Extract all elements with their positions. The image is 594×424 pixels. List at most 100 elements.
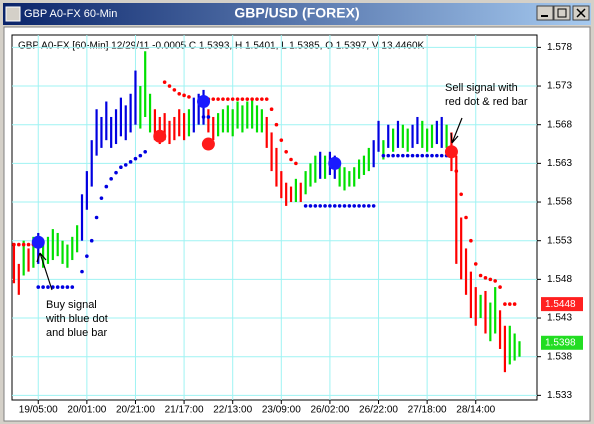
window-buttons: [536, 5, 590, 21]
annotation: with blue dot: [45, 313, 108, 325]
stop-dot: [367, 204, 371, 208]
signal-dot: [201, 137, 215, 151]
x-tick-label: 22/13:00: [213, 405, 252, 416]
stop-dot: [89, 238, 94, 243]
chart-title: GBP/USD (FOREX): [234, 5, 359, 21]
stop-dot: [17, 242, 21, 247]
stop-dot: [289, 157, 293, 162]
stop-dot: [430, 153, 434, 158]
stop-dot: [410, 153, 415, 158]
stop-dot: [109, 177, 113, 181]
stop-dot: [177, 91, 182, 96]
y-tick-label: 1.563: [547, 158, 572, 169]
signal-dot: [197, 95, 211, 109]
annotation: Sell signal with: [445, 82, 518, 94]
y-tick-label: 1.543: [547, 313, 572, 324]
stop-dot: [425, 153, 429, 158]
stop-dot: [337, 204, 342, 208]
stop-dot: [488, 277, 493, 282]
x-tick-label: 26/02:00: [310, 405, 349, 416]
stop-dot: [211, 97, 216, 101]
stop-dot: [493, 279, 497, 283]
stop-dot: [104, 184, 109, 189]
stop-dot: [469, 238, 473, 243]
maximize-icon: [557, 8, 567, 18]
stop-dot: [245, 97, 250, 101]
annotation: Buy signal: [46, 299, 97, 311]
stop-dot: [274, 122, 279, 127]
maximize-button[interactable]: [553, 5, 571, 21]
stop-dot: [279, 138, 284, 142]
stop-dot: [483, 276, 488, 280]
stop-dot: [357, 204, 361, 208]
close-icon: [576, 8, 586, 18]
stop-dot: [362, 204, 366, 208]
stop-dot: [94, 215, 99, 220]
stop-dot: [70, 285, 75, 289]
price-label: 1.5398: [545, 337, 576, 348]
stop-dot: [60, 285, 65, 289]
stop-dot: [12, 242, 16, 247]
stop-dot: [386, 153, 391, 158]
window-title: GBP A0-FX 60-Min: [24, 8, 117, 20]
stop-dot: [313, 204, 318, 208]
stop-dot: [216, 97, 220, 101]
stop-dot: [221, 97, 225, 101]
stop-dot: [439, 153, 444, 158]
stop-dot: [85, 254, 89, 258]
stop-dot: [255, 97, 259, 101]
stop-dot: [187, 95, 191, 99]
y-tick-label: 1.568: [547, 119, 572, 130]
stop-dot: [36, 285, 41, 289]
stop-dot: [143, 149, 147, 154]
stop-dot: [182, 93, 186, 98]
stop-dot: [123, 163, 128, 167]
stop-dot: [473, 262, 478, 266]
y-tick-label: 1.548: [547, 274, 572, 285]
sell-arrow: [450, 117, 463, 144]
buy-arrow: [36, 252, 53, 291]
x-tick-label: 26/22:00: [359, 405, 398, 416]
stop-dot: [328, 204, 332, 208]
signal-dot: [153, 129, 167, 143]
stop-dot: [294, 161, 298, 166]
signal-dot: [444, 145, 458, 159]
stop-dot: [391, 153, 395, 158]
stop-dot: [128, 160, 133, 164]
stop-dot: [133, 156, 138, 161]
signal-dot: [328, 156, 342, 170]
stop-dot: [381, 153, 386, 158]
x-tick-label: 27/18:00: [408, 405, 447, 416]
minimize-button[interactable]: [536, 5, 554, 21]
stop-dot: [323, 204, 327, 208]
plot-area: [11, 34, 538, 401]
stop-dot: [201, 115, 206, 119]
stop-dot: [230, 97, 235, 101]
price-label-box: [541, 297, 583, 312]
stop-dot: [269, 107, 274, 112]
info-line: GBP A0-FX [60-Min] 12/29/11 -0.0005 C 1.…: [18, 41, 425, 52]
stop-dot: [347, 204, 352, 208]
stop-dot: [226, 97, 230, 101]
stop-dot: [264, 97, 269, 101]
stop-dot: [55, 285, 60, 289]
y-tick-label: 1.533: [547, 390, 572, 401]
stop-dot: [454, 169, 459, 173]
stop-dot: [318, 204, 322, 208]
stop-dot: [240, 97, 245, 101]
stop-dot: [303, 204, 308, 208]
y-tick-label: 1.538: [547, 351, 572, 362]
stop-dot: [405, 153, 410, 158]
stop-dot: [507, 302, 512, 306]
stop-dot: [478, 273, 483, 278]
stop-dot: [435, 153, 439, 158]
stop-dot: [498, 285, 502, 289]
x-tick-label: 28/14:00: [456, 405, 495, 416]
annotation: and blue bar: [46, 327, 107, 339]
x-tick-label: 19/05:00: [19, 405, 58, 416]
stop-dot: [119, 165, 123, 170]
window-icon: [5, 6, 21, 22]
stop-dot: [371, 204, 376, 208]
title-bar: [3, 3, 591, 25]
stop-dot: [396, 153, 400, 158]
